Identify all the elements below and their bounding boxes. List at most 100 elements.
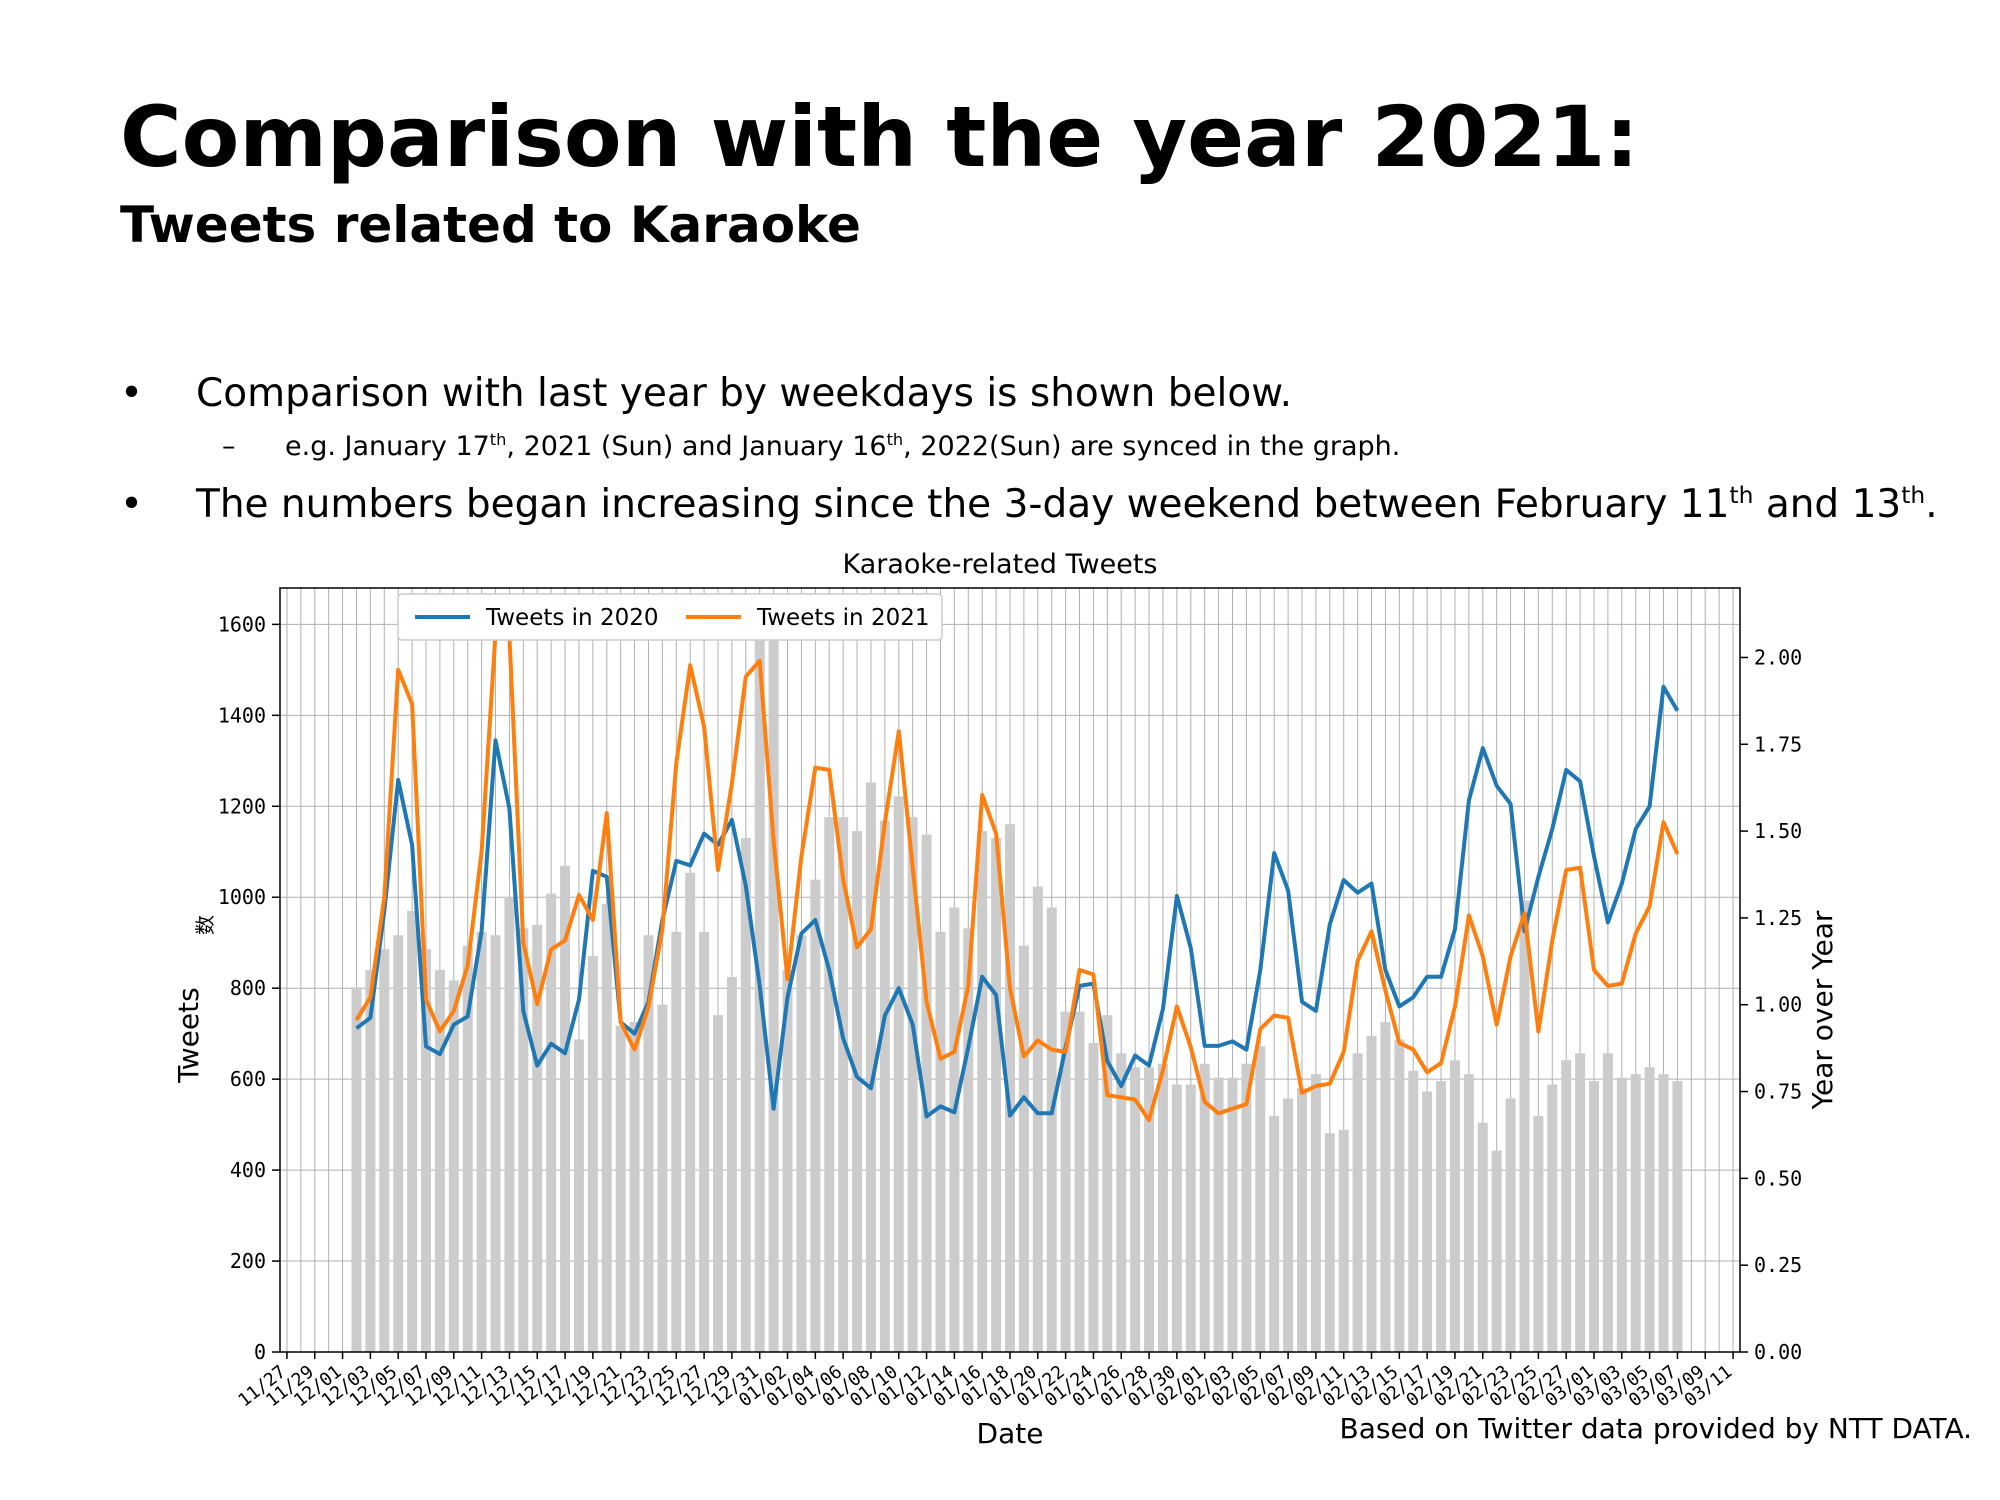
yoy-bar <box>1157 1063 1168 1352</box>
yoy-bar <box>949 907 960 1352</box>
y-axis-label-left-extra: 数 <box>193 915 217 935</box>
yoy-bar <box>1658 1074 1669 1352</box>
y-tick-label-left: 200 <box>230 1249 266 1273</box>
yoy-bar <box>1394 1039 1405 1352</box>
yoy-bars <box>351 640 1683 1352</box>
yoy-bar <box>615 1025 626 1352</box>
yoy-bar <box>476 931 487 1352</box>
yoy-bar <box>1463 1074 1474 1352</box>
bullet-symbol: • <box>120 371 144 416</box>
y-tick-label-right: 2.00 <box>1754 645 1802 669</box>
bullet-sup-1: th <box>1729 481 1754 509</box>
yoy-bar <box>963 928 974 1352</box>
yoy-bar <box>1575 1053 1586 1352</box>
bullet-text-2: and 13 <box>1753 482 1902 527</box>
left-axis-ticks: 0 200 400 600 800 1000 1200 1400 1600 <box>218 612 280 1364</box>
sub-bullet-text-2: , 2021 (Sun) and January 16 <box>506 431 887 462</box>
yoy-bar <box>643 935 654 1352</box>
x-axis-label: Date <box>977 1417 1044 1450</box>
yoy-bar <box>573 1039 584 1352</box>
yoy-bar <box>1116 1053 1127 1352</box>
legend-entry-2021: Tweets in 2021 <box>756 605 929 631</box>
yoy-bar <box>838 817 849 1352</box>
yoy-bar <box>1074 1011 1085 1352</box>
data-credit: Based on Twitter data provided by NTT DA… <box>1339 1412 1972 1445</box>
yoy-bar <box>351 987 362 1352</box>
yoy-bar <box>1004 824 1016 1352</box>
yoy-bar <box>1324 1133 1335 1352</box>
y-tick-label-right: 0.25 <box>1754 1253 1802 1277</box>
yoy-bar <box>1505 1098 1516 1352</box>
y-tick-label-right: 0.00 <box>1754 1340 1802 1364</box>
y-tick-label-left: 400 <box>230 1158 266 1182</box>
y-tick-label-left: 600 <box>230 1067 266 1091</box>
yoy-bar <box>546 893 557 1352</box>
yoy-bar <box>407 910 418 1352</box>
yoy-bar <box>796 935 807 1352</box>
chart-title: Karaoke-related Tweets <box>842 549 1157 580</box>
yoy-bar <box>1491 1150 1502 1352</box>
yoy-bar <box>532 924 543 1352</box>
yoy-bar <box>1283 1098 1294 1352</box>
yoy-bar <box>1213 1077 1224 1352</box>
yoy-bar <box>420 949 432 1352</box>
yoy-bar <box>1380 1022 1391 1352</box>
yoy-bar <box>1185 1084 1196 1352</box>
yoy-bar <box>1352 1053 1363 1352</box>
sub-bullet-sup-1: th <box>489 430 507 449</box>
yoy-bar <box>601 904 612 1352</box>
bullet-text: Comparison with last year by weekdays is… <box>196 371 1292 416</box>
right-axis-ticks: 0.00 0.25 0.50 0.75 1.00 1.25 1.50 1.75 2.00 <box>1740 645 1802 1364</box>
yoy-bar <box>629 1022 640 1352</box>
yoy-bar <box>1602 1053 1613 1352</box>
bullet-item-1: • Comparison with last year by weekdays i… <box>120 371 1292 416</box>
yoy-bar <box>893 796 904 1352</box>
y-tick-label-right: 1.00 <box>1754 993 1802 1017</box>
y-tick-label-left: 0 <box>254 1340 266 1364</box>
sub-bullet-text-3: , 2022(Sun) are synced in the graph. <box>903 431 1401 462</box>
y-tick-label-left: 1400 <box>218 703 266 727</box>
yoy-bar <box>1547 1084 1558 1352</box>
yoy-bar <box>1296 1088 1308 1352</box>
yoy-bar <box>1477 1122 1488 1352</box>
yoy-bar <box>1199 1063 1210 1352</box>
yoy-bar <box>1171 1084 1182 1352</box>
yoy-bar <box>518 928 529 1352</box>
yoy-bar <box>852 831 863 1352</box>
yoy-bar <box>935 931 946 1352</box>
bullet-text-3: . <box>1925 482 1938 527</box>
yoy-bar <box>462 945 473 1352</box>
yoy-bar <box>1144 1067 1155 1352</box>
yoy-bar <box>726 976 737 1352</box>
yoy-bar <box>671 931 682 1352</box>
y-tick-label-left: 1000 <box>218 885 266 909</box>
yoy-bar <box>1046 907 1057 1352</box>
series-lines <box>354 631 1680 1123</box>
yoy-bar <box>977 831 988 1352</box>
yoy-bar <box>1032 886 1043 1352</box>
yoy-bar <box>379 949 390 1352</box>
y-axis-label-left: Tweets <box>172 987 205 1083</box>
sub-bullet-symbol: – <box>222 431 236 462</box>
legend-box <box>397 593 943 641</box>
page-title: Comparison with the year 2021: <box>120 88 1639 186</box>
y-tick-label-left: 800 <box>230 976 266 1000</box>
yoy-bar <box>587 956 598 1352</box>
yoy-bar <box>1422 1091 1433 1352</box>
yoy-bar <box>490 935 501 1352</box>
yoy-bar <box>393 935 404 1352</box>
yoy-bar <box>1408 1070 1419 1352</box>
yoy-bar <box>699 931 710 1352</box>
series-line-2021 <box>354 631 1680 1123</box>
yoy-bar <box>1672 1081 1683 1352</box>
bullet-sup-2: th <box>1901 481 1926 509</box>
yoy-bar <box>685 872 696 1352</box>
yoy-bar <box>1436 1081 1447 1352</box>
x-axis-ticks: 11/2711/2912/0112/0312/0512/0712/0912/11… <box>234 1352 1736 1411</box>
yoy-bar <box>1088 1042 1099 1352</box>
yoy-bar <box>768 640 779 1352</box>
yoy-bar <box>1269 1115 1280 1352</box>
yoy-bar <box>365 970 376 1352</box>
y-tick-label-right: 1.25 <box>1754 906 1802 930</box>
